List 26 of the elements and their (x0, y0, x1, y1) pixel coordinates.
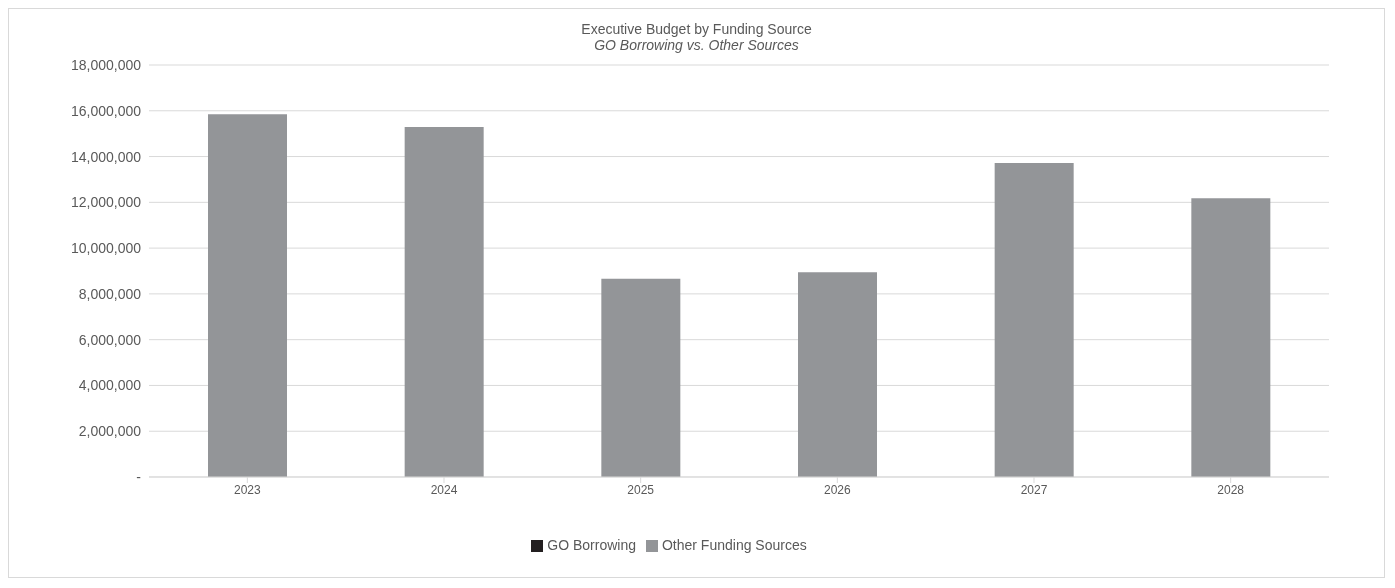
bar (601, 278, 681, 477)
y-tick-label: 14,000,000 (70, 148, 142, 165)
y-tick-label: 12,000,000 (70, 194, 142, 211)
y-tick-label: 6,000,000 (78, 331, 142, 348)
chart-title: Executive Budget by Funding Source (580, 21, 813, 37)
legend-label: Other Funding Sources (661, 537, 807, 553)
y-tick-label: 16,000,000 (70, 102, 142, 119)
y-tick-label: 8,000,000 (78, 285, 142, 302)
x-tick-label: 2024 (430, 482, 458, 497)
x-tick-label: 2025 (627, 482, 655, 497)
x-tick-label: 2026 (823, 482, 851, 497)
y-tick-label: 18,000,000 (70, 56, 142, 73)
x-tick-label: 2023 (233, 482, 261, 497)
x-tick-label: 2027 (1020, 482, 1048, 497)
bar (994, 162, 1074, 477)
x-tick-label: 2028 (1217, 482, 1245, 497)
bar (404, 127, 484, 477)
chart-subtitle: GO Borrowing vs. Other Sources (593, 37, 800, 53)
bar (798, 272, 877, 477)
legend-label: GO Borrowing (547, 537, 636, 553)
bar (1191, 198, 1271, 477)
y-tick-label: 2,000,000 (78, 423, 142, 440)
y-tick-label: - (136, 468, 142, 485)
y-tick-label: 4,000,000 (78, 377, 142, 394)
bar (208, 114, 287, 477)
y-tick-label: 10,000,000 (70, 240, 142, 257)
